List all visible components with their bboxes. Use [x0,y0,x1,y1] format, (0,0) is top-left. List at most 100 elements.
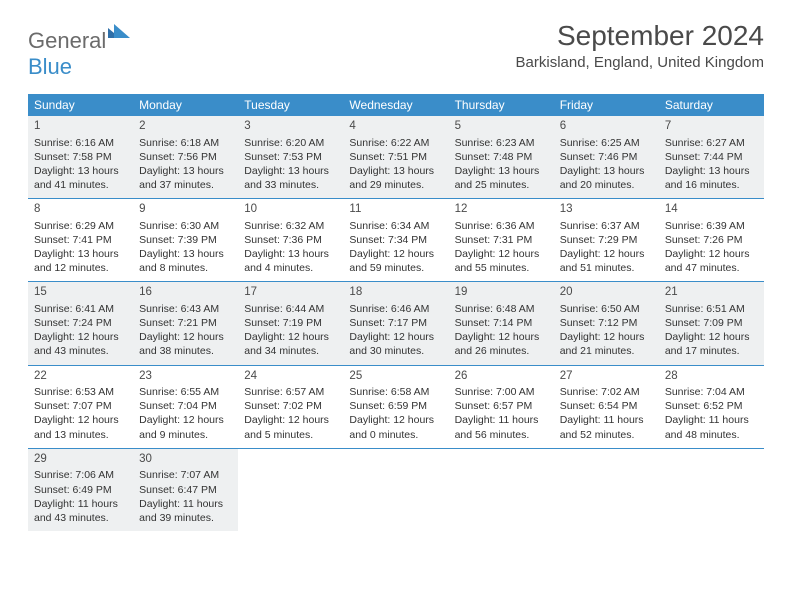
day-number: 23 [139,369,232,385]
day-cell: 28Sunrise: 7:04 AMSunset: 6:52 PMDayligh… [659,366,764,448]
day-number: 29 [34,452,127,468]
daylight-text: Daylight: 13 hours and 29 minutes. [349,164,442,192]
sunset-text: Sunset: 6:57 PM [455,399,548,413]
day-number: 21 [665,285,758,301]
sunrise-text: Sunrise: 6:58 AM [349,385,442,399]
day-number: 13 [560,202,653,218]
day-header-row: SundayMondayTuesdayWednesdayThursdayFrid… [28,94,764,116]
sunset-text: Sunset: 7:19 PM [244,316,337,330]
sunset-text: Sunset: 7:46 PM [560,150,653,164]
daylight-text: Daylight: 12 hours and 5 minutes. [244,413,337,441]
day-number: 15 [34,285,127,301]
day-number: 8 [34,202,127,218]
day-number: 11 [349,202,442,218]
daylight-text: Daylight: 12 hours and 13 minutes. [34,413,127,441]
sunset-text: Sunset: 7:02 PM [244,399,337,413]
day-number: 25 [349,369,442,385]
sunset-text: Sunset: 7:26 PM [665,233,758,247]
daylight-text: Daylight: 13 hours and 41 minutes. [34,164,127,192]
day-cell: 25Sunrise: 6:58 AMSunset: 6:59 PMDayligh… [343,366,448,448]
day-number: 3 [244,119,337,135]
day-number: 10 [244,202,337,218]
sunrise-text: Sunrise: 6:23 AM [455,136,548,150]
sunrise-text: Sunrise: 6:46 AM [349,302,442,316]
day-cell: 1Sunrise: 6:16 AMSunset: 7:58 PMDaylight… [28,116,133,198]
sunrise-text: Sunrise: 6:44 AM [244,302,337,316]
sunset-text: Sunset: 7:04 PM [139,399,232,413]
logo-part1: General [28,28,106,53]
sunset-text: Sunset: 7:29 PM [560,233,653,247]
sunset-text: Sunset: 7:44 PM [665,150,758,164]
daylight-text: Daylight: 11 hours and 39 minutes. [139,497,232,525]
day-cell: 3Sunrise: 6:20 AMSunset: 7:53 PMDaylight… [238,116,343,198]
day-cell: 6Sunrise: 6:25 AMSunset: 7:46 PMDaylight… [554,116,659,198]
sunrise-text: Sunrise: 6:20 AM [244,136,337,150]
sunrise-text: Sunrise: 6:27 AM [665,136,758,150]
sunrise-text: Sunrise: 6:16 AM [34,136,127,150]
sunset-text: Sunset: 7:24 PM [34,316,127,330]
day-number: 30 [139,452,232,468]
daylight-text: Daylight: 13 hours and 8 minutes. [139,247,232,275]
sunrise-text: Sunrise: 6:29 AM [34,219,127,233]
logo-text: General Blue [28,20,130,80]
location-text: Barkisland, England, United Kingdom [516,54,764,71]
day-cell: 21Sunrise: 6:51 AMSunset: 7:09 PMDayligh… [659,282,764,364]
day-number: 20 [560,285,653,301]
sunset-text: Sunset: 7:39 PM [139,233,232,247]
sunset-text: Sunset: 6:49 PM [34,483,127,497]
day-cell: 20Sunrise: 6:50 AMSunset: 7:12 PMDayligh… [554,282,659,364]
page-title: September 2024 [516,20,764,52]
sunrise-text: Sunrise: 6:37 AM [560,219,653,233]
day-cell: 15Sunrise: 6:41 AMSunset: 7:24 PMDayligh… [28,282,133,364]
day-number: 14 [665,202,758,218]
week-row: 1Sunrise: 6:16 AMSunset: 7:58 PMDaylight… [28,116,764,199]
sunset-text: Sunset: 7:21 PM [139,316,232,330]
sunset-text: Sunset: 7:34 PM [349,233,442,247]
sunset-text: Sunset: 7:31 PM [455,233,548,247]
logo-mark-icon [108,20,130,38]
day-cell: 10Sunrise: 6:32 AMSunset: 7:36 PMDayligh… [238,199,343,281]
daylight-text: Daylight: 12 hours and 34 minutes. [244,330,337,358]
sunrise-text: Sunrise: 6:55 AM [139,385,232,399]
day-cell: 7Sunrise: 6:27 AMSunset: 7:44 PMDaylight… [659,116,764,198]
sunrise-text: Sunrise: 7:06 AM [34,468,127,482]
sunset-text: Sunset: 6:47 PM [139,483,232,497]
sunset-text: Sunset: 7:41 PM [34,233,127,247]
day-cell: 23Sunrise: 6:55 AMSunset: 7:04 PMDayligh… [133,366,238,448]
day-number: 24 [244,369,337,385]
daylight-text: Daylight: 11 hours and 43 minutes. [34,497,127,525]
day-cell: 5Sunrise: 6:23 AMSunset: 7:48 PMDaylight… [449,116,554,198]
sunrise-text: Sunrise: 6:50 AM [560,302,653,316]
day-number: 18 [349,285,442,301]
daylight-text: Daylight: 13 hours and 20 minutes. [560,164,653,192]
day-cell: 16Sunrise: 6:43 AMSunset: 7:21 PMDayligh… [133,282,238,364]
sunset-text: Sunset: 7:48 PM [455,150,548,164]
day-number: 26 [455,369,548,385]
day-cell: 24Sunrise: 6:57 AMSunset: 7:02 PMDayligh… [238,366,343,448]
logo: General Blue [28,20,130,80]
sunrise-text: Sunrise: 6:57 AM [244,385,337,399]
sunrise-text: Sunrise: 6:34 AM [349,219,442,233]
day-cell: 30Sunrise: 7:07 AMSunset: 6:47 PMDayligh… [133,449,238,531]
sunset-text: Sunset: 7:07 PM [34,399,127,413]
sunrise-text: Sunrise: 6:25 AM [560,136,653,150]
day-number: 2 [139,119,232,135]
day-header: Thursday [449,94,554,116]
sunset-text: Sunset: 7:58 PM [34,150,127,164]
daylight-text: Daylight: 12 hours and 47 minutes. [665,247,758,275]
daylight-text: Daylight: 11 hours and 56 minutes. [455,413,548,441]
day-header: Friday [554,94,659,116]
sunrise-text: Sunrise: 6:51 AM [665,302,758,316]
empty-cell [554,449,659,531]
day-cell: 2Sunrise: 6:18 AMSunset: 7:56 PMDaylight… [133,116,238,198]
sunrise-text: Sunrise: 6:41 AM [34,302,127,316]
day-number: 19 [455,285,548,301]
day-cell: 4Sunrise: 6:22 AMSunset: 7:51 PMDaylight… [343,116,448,198]
day-cell: 26Sunrise: 7:00 AMSunset: 6:57 PMDayligh… [449,366,554,448]
sunrise-text: Sunrise: 6:39 AM [665,219,758,233]
daylight-text: Daylight: 13 hours and 37 minutes. [139,164,232,192]
sunset-text: Sunset: 6:59 PM [349,399,442,413]
sunset-text: Sunset: 7:14 PM [455,316,548,330]
week-row: 15Sunrise: 6:41 AMSunset: 7:24 PM Dayligh… [28,282,764,365]
week-row: 8Sunrise: 6:29 AMSunset: 7:41 PM Daylight… [28,199,764,282]
